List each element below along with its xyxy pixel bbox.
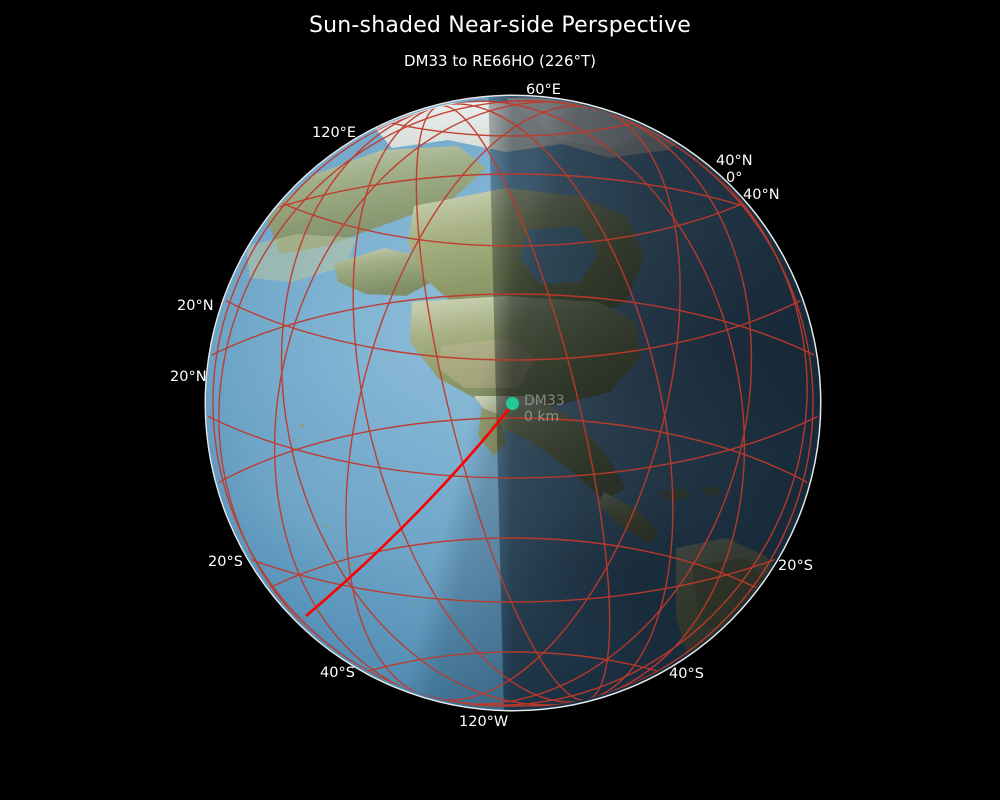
graticule-label: 20°S	[208, 554, 243, 570]
graticule-label: 40°S	[320, 665, 355, 681]
graticule-layer	[208, 98, 818, 708]
graticule-label: 20°N	[170, 369, 207, 385]
globe-container[interactable]: DM33 0 km	[206, 96, 820, 710]
globe-disk: DM33 0 km	[206, 96, 820, 710]
graticule-label: 40°S	[669, 666, 704, 682]
graticule-label: 60°E	[526, 82, 561, 98]
graticule-label: 120°E	[312, 125, 357, 141]
graticule-label: 20°S	[778, 558, 813, 574]
graticule-label: 40°N	[743, 187, 780, 203]
graticule-label: 0°	[726, 170, 743, 186]
graticule-label: 120°W	[459, 714, 509, 730]
graticule-label: 40°N	[716, 153, 753, 169]
figure-subtitle: DM33 to RE66HO (226°T)	[403, 52, 596, 70]
graticule-label: 20°N	[177, 298, 214, 314]
origin-marker[interactable]	[506, 397, 519, 410]
page-title: Sun-shaded Near-side Perspective	[308, 13, 692, 38]
